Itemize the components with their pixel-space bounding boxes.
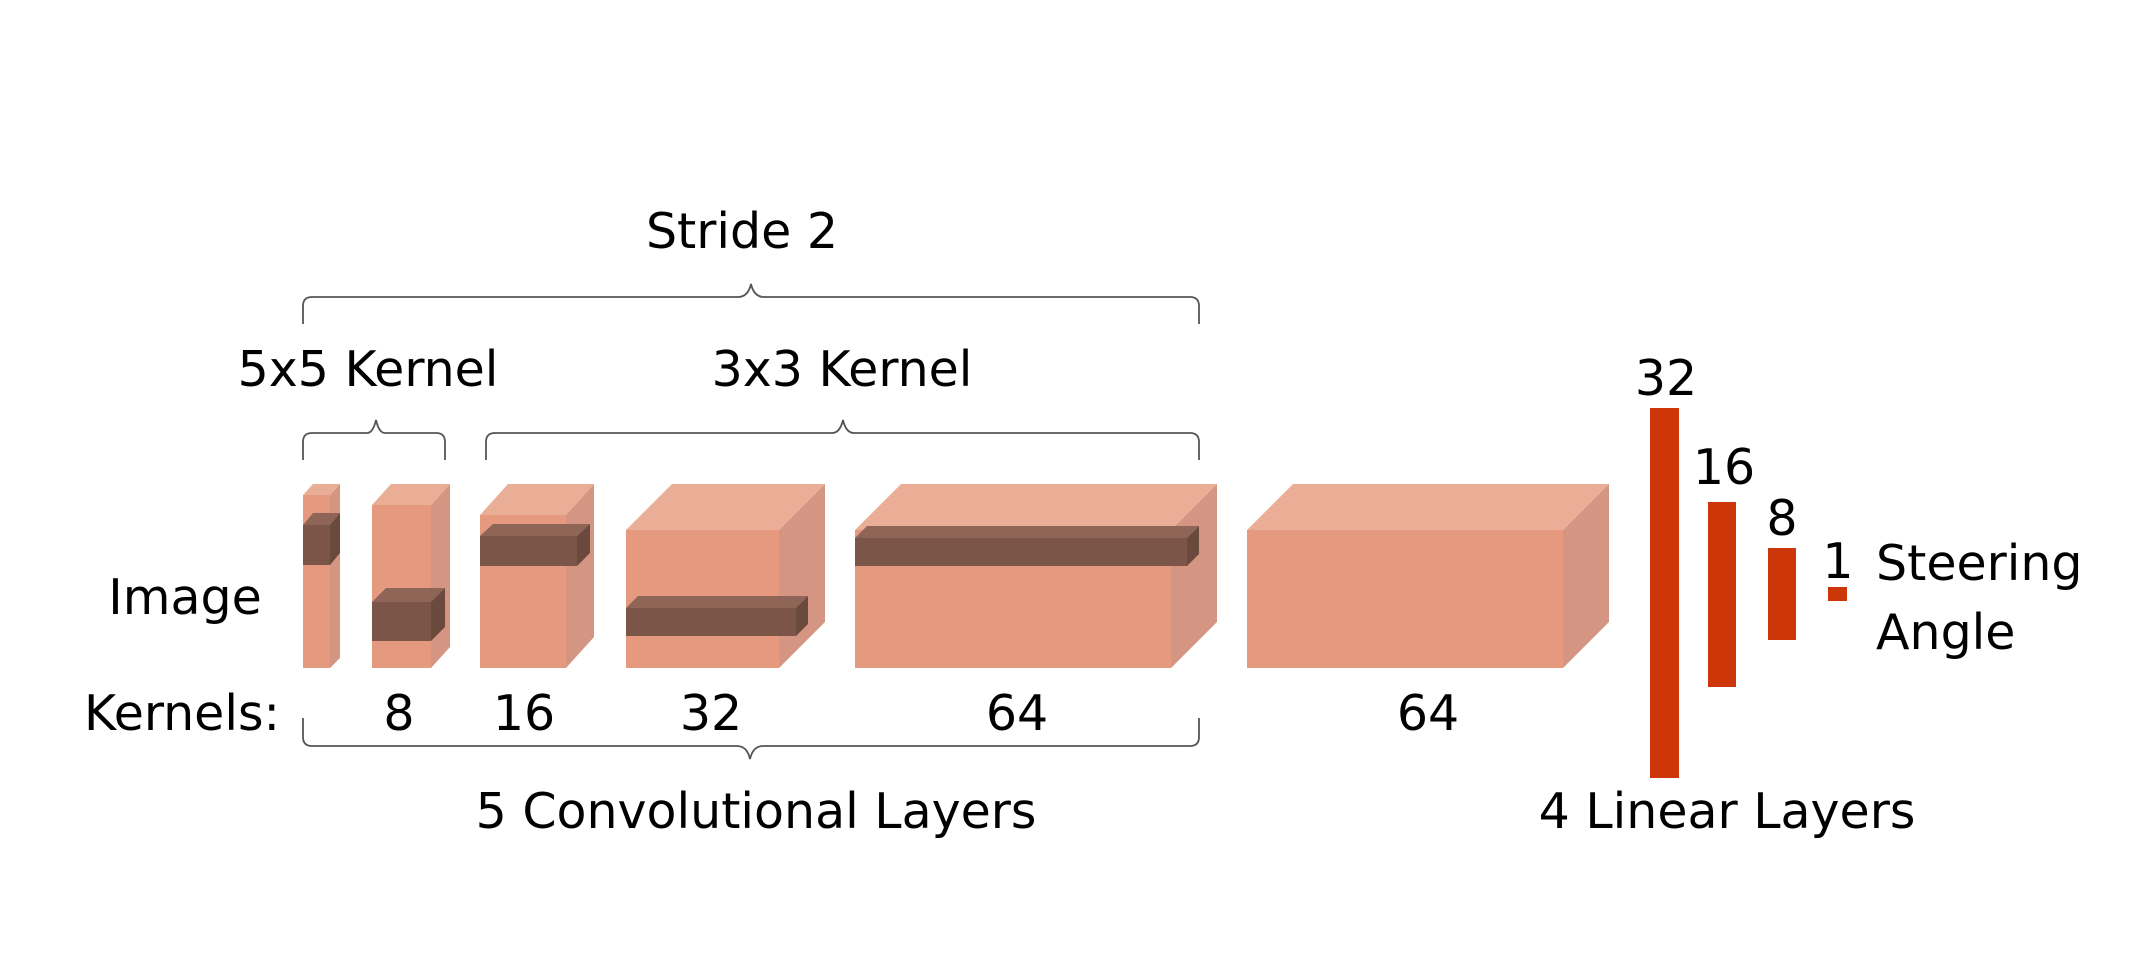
stride-label: Stride 2 bbox=[646, 203, 838, 260]
kernel-patch-2-front bbox=[480, 536, 577, 566]
kernels-row-label: Kernels: bbox=[84, 685, 280, 742]
conv-block-5-side bbox=[1563, 484, 1609, 668]
conv-block-4-top bbox=[855, 484, 1217, 530]
kernel-patch-4-side bbox=[1187, 526, 1199, 566]
conv-block-2-side bbox=[566, 484, 594, 668]
conv-block-3-kernels: 32 bbox=[680, 685, 742, 742]
kernel-patch-input-top bbox=[303, 513, 340, 525]
conv-block-2-kernels: 16 bbox=[493, 685, 555, 742]
linear-layer-1-bar bbox=[1650, 408, 1679, 778]
kernel-patch-4-top bbox=[855, 526, 1199, 538]
linear-layers-label: 4 Linear Layers bbox=[1539, 783, 1916, 840]
conv-block-2 bbox=[480, 484, 594, 668]
kernel-patch-2-top bbox=[480, 524, 590, 536]
conv-block-3-top bbox=[626, 484, 825, 530]
input-image-block bbox=[303, 484, 340, 668]
linear-layer-1-units: 32 bbox=[1635, 350, 1697, 407]
kernel-patch-input bbox=[303, 513, 340, 565]
input-image-side bbox=[330, 484, 340, 668]
output-label-line-1: Steering bbox=[1876, 535, 2083, 592]
kernel-patch-3-top bbox=[626, 596, 808, 608]
kernel-patch-input-front bbox=[303, 525, 330, 565]
kernel-patch-1 bbox=[372, 588, 445, 641]
kernel-patch-1-front bbox=[372, 602, 431, 641]
conv-block-5-top bbox=[1247, 484, 1609, 530]
kernel-patch-4-front bbox=[855, 538, 1187, 566]
kernel-patch-1-top bbox=[372, 588, 445, 602]
image-label: Image bbox=[108, 569, 261, 626]
conv-block-1-kernels: 8 bbox=[383, 685, 414, 742]
conv-block-5-front bbox=[1247, 530, 1563, 668]
conv-layers-label: 5 Convolutional Layers bbox=[476, 783, 1037, 840]
linear-layer-4-units: 1 bbox=[1822, 533, 1853, 590]
kernel-patch-1-side bbox=[431, 588, 445, 641]
conv-block-5 bbox=[1247, 484, 1609, 668]
kernel-patch-input-side bbox=[330, 513, 340, 565]
conv-layers-brace bbox=[302, 718, 1200, 760]
kernel-3x3-label: 3x3 Kernel bbox=[712, 341, 973, 398]
kernel-patch-2 bbox=[480, 524, 590, 566]
linear-layer-2-bar bbox=[1708, 502, 1736, 687]
output-label-line-2: Angle bbox=[1876, 604, 2015, 661]
conv-block-1-front bbox=[372, 505, 431, 668]
kernel-5x5-brace bbox=[302, 419, 446, 460]
conv-block-1-side bbox=[431, 484, 450, 668]
conv-block-2-top bbox=[480, 484, 594, 515]
linear-layer-4-bar bbox=[1828, 587, 1847, 601]
conv-block-5-kernels: 64 bbox=[1397, 685, 1459, 742]
linear-layer-2-units: 16 bbox=[1693, 439, 1755, 496]
conv-block-3 bbox=[626, 484, 825, 668]
input-image-top bbox=[303, 484, 340, 495]
kernel-5x5-label: 5x5 Kernel bbox=[238, 341, 499, 398]
stride-brace bbox=[302, 283, 1200, 324]
kernel-patch-3-front bbox=[626, 608, 796, 636]
linear-layer-3-bar bbox=[1768, 548, 1796, 640]
kernel-patch-3-side bbox=[796, 596, 808, 636]
kernel-patch-2-side bbox=[577, 524, 590, 566]
kernel-3x3-brace bbox=[485, 419, 1200, 460]
conv-block-1-top bbox=[372, 484, 450, 505]
conv-block-4 bbox=[855, 484, 1217, 668]
conv-block-4-kernels: 64 bbox=[986, 685, 1048, 742]
kernel-patch-4 bbox=[855, 526, 1199, 566]
linear-layer-3-units: 8 bbox=[1766, 490, 1797, 547]
kernel-patch-3 bbox=[626, 596, 808, 636]
